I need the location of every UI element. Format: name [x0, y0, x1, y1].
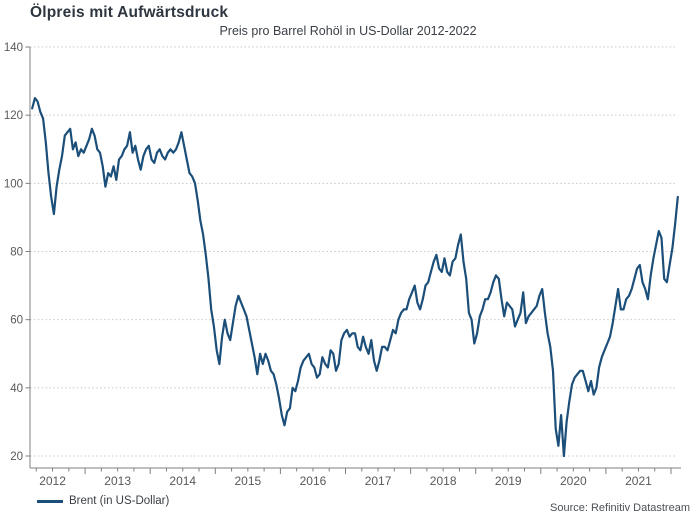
x-tick-label: 2014	[169, 474, 196, 488]
y-tick-label: 100	[4, 178, 23, 190]
legend-label: Brent (in US-Dollar)	[69, 495, 170, 507]
axis-ticks	[25, 46, 672, 474]
legend-line-swatch	[37, 499, 63, 503]
y-tick-label: 80	[10, 247, 23, 259]
x-tick-label: 2012	[39, 474, 66, 488]
y-tick-label: 140	[4, 42, 23, 54]
gridlines	[30, 46, 677, 457]
x-tick-label: 2020	[560, 474, 587, 488]
chart-subtitle: Preis pro Barrel Rohöl in US-Dollar 2012…	[219, 24, 477, 38]
y-tick-label: 60	[10, 315, 23, 327]
price-line-layer	[31, 96, 679, 458]
x-tick-label: 2013	[104, 474, 131, 488]
y-tick-label: 40	[10, 383, 23, 395]
y-tick-label: 120	[4, 110, 23, 122]
axes	[29, 47, 681, 469]
legend: Brent (in US-Dollar)	[37, 495, 169, 507]
source-credit: Source: Refinitiv Datastream	[550, 502, 690, 514]
x-tick-label: 2018	[430, 474, 457, 488]
x-tick-label: 2016	[300, 474, 327, 488]
x-tick-label: 2017	[365, 474, 392, 488]
x-tick-label: 2019	[495, 474, 522, 488]
axis-tick-labels: 20 40 60 80 100 120 140 2012 2013 2014 2015 2016 201…	[4, 42, 652, 488]
price-line	[31, 96, 679, 458]
page-title: Ölpreis mit Aufwärtsdruck	[30, 4, 229, 21]
y-tick-label: 20	[10, 451, 23, 463]
x-tick-label: 2015	[234, 474, 261, 488]
x-tick-label: 2021	[625, 474, 652, 488]
